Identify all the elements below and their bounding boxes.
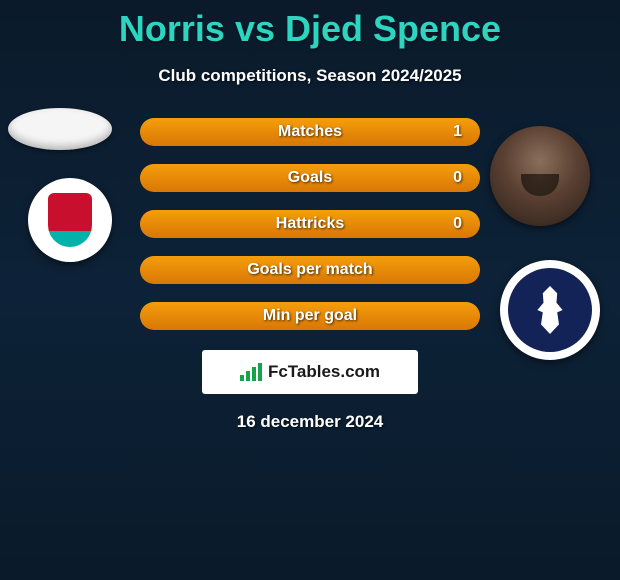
chart-icon [240, 363, 262, 381]
stat-label: Matches [278, 123, 342, 141]
stat-bar: Min per goal [140, 302, 480, 330]
page-title: Norris vs Djed Spence [0, 0, 620, 50]
player-left-avatar [8, 108, 112, 150]
liverpool-crest-icon [34, 184, 106, 256]
subtitle: Club competitions, Season 2024/2025 [0, 66, 620, 86]
club-left-badge [28, 178, 112, 262]
club-right-badge [500, 260, 600, 360]
stat-value-right: 0 [453, 215, 462, 233]
stat-bars: Matches 1 Goals 0 Hattricks 0 Goals per match M… [140, 118, 480, 330]
stat-label: Goals [288, 169, 332, 187]
stat-value-right: 1 [453, 123, 462, 141]
watermark-text: FcTables.com [268, 362, 380, 382]
stat-bar: Goals per match [140, 256, 480, 284]
stat-label: Hattricks [276, 215, 344, 233]
stat-value-right: 0 [453, 169, 462, 187]
stat-bar: Hattricks 0 [140, 210, 480, 238]
player-right-avatar [490, 126, 590, 226]
stat-label: Min per goal [263, 307, 357, 325]
spurs-crest-icon [508, 268, 592, 352]
watermark: FcTables.com [202, 350, 418, 394]
date: 16 december 2024 [0, 412, 620, 432]
stat-label: Goals per match [247, 261, 372, 279]
stat-bar: Matches 1 [140, 118, 480, 146]
comparison-panel: Matches 1 Goals 0 Hattricks 0 Goals per match M… [0, 118, 620, 432]
stat-bar: Goals 0 [140, 164, 480, 192]
